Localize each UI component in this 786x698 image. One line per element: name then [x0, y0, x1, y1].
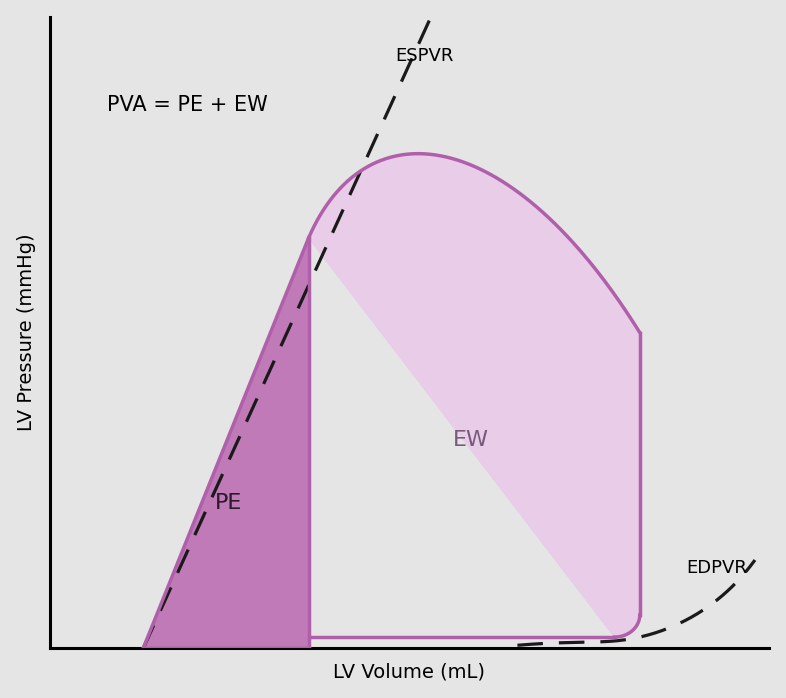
X-axis label: LV Volume (mL): LV Volume (mL) [333, 662, 486, 681]
Polygon shape [143, 238, 309, 648]
Text: PVA = PE + EW: PVA = PE + EW [107, 96, 268, 115]
Text: PE: PE [215, 493, 242, 514]
Text: EDPVR: EDPVR [686, 558, 747, 577]
Text: ESPVR: ESPVR [395, 47, 454, 65]
Text: EW: EW [453, 430, 489, 450]
Y-axis label: LV Pressure (mmHg): LV Pressure (mmHg) [17, 234, 35, 431]
Polygon shape [309, 154, 640, 637]
